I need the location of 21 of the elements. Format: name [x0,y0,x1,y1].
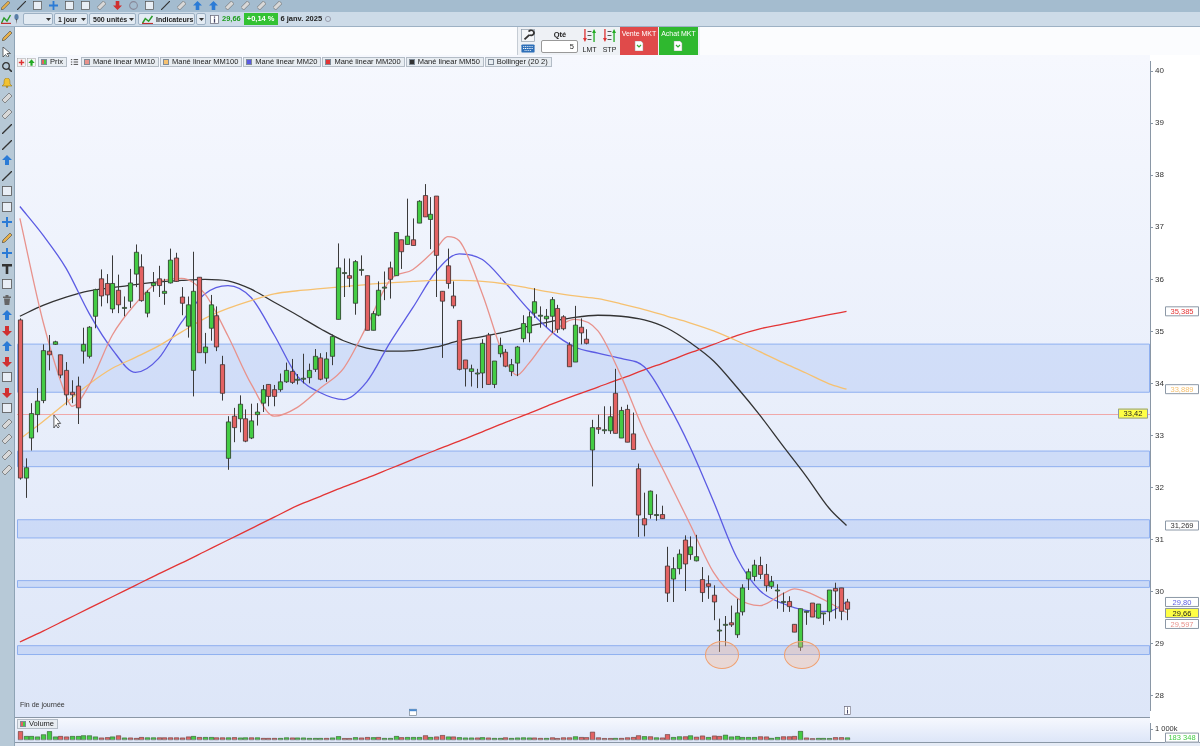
y-tick-label: 30 [1155,586,1165,596]
candlestick [220,355,225,402]
y-tick-label: 36 [1155,274,1165,284]
candlestick [330,333,335,366]
y-tick-label: 29 [1155,638,1165,648]
y-tick-label: 28 [1155,690,1165,700]
line-series [19,310,848,643]
y-tick-label: 39 [1155,118,1165,128]
candlestick [636,463,641,538]
y-tick-label: 40 [1155,66,1165,76]
candlestick [515,345,520,377]
y-tick-label: 38 [1155,170,1165,180]
y-tick-label: 37 [1155,222,1165,232]
y-tick-label: 34 [1155,378,1165,388]
y-tick-label: 33 [1155,430,1165,440]
y-tick-label: 35 [1155,326,1165,336]
y-tick-label: 32 [1155,482,1165,492]
candlestick [122,295,127,317]
candlestick [446,248,451,290]
y-tick-label: 31 [1155,534,1165,544]
candlestick [532,287,537,319]
